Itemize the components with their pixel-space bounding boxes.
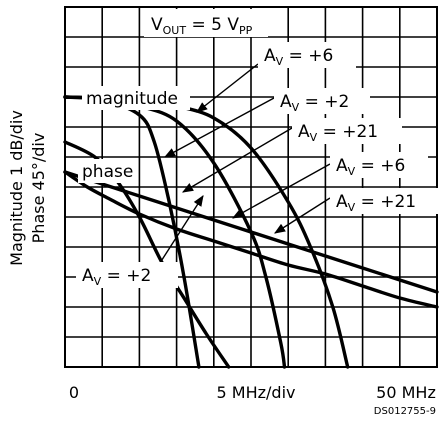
vout-label: VOUT = 5 VPP: [151, 15, 253, 37]
x-axis-label: 5 MHz/div: [217, 383, 296, 402]
gain-label-m6: AV = +6: [258, 42, 356, 68]
gain-label-p6: AV = +6: [330, 152, 428, 178]
series-magnitude-gainplus2: [63, 95, 201, 369]
leader-m2: [164, 97, 275, 158]
svg-text:magnitude: magnitude: [86, 89, 178, 109]
svg-text:AV = +6: AV = +6: [264, 46, 333, 68]
leader-lines: [157, 63, 331, 267]
series-phase-gainplus21: [63, 170, 439, 309]
leader-p2: [157, 195, 204, 267]
gain-label-m21: AV = +21: [292, 118, 402, 144]
x-tick-left: 0: [69, 383, 79, 402]
svg-text:AV = +21: AV = +21: [336, 192, 416, 214]
leader-m6: [196, 63, 259, 113]
leader-m21: [182, 127, 293, 193]
svg-text:AV = +2: AV = +2: [82, 266, 151, 288]
magnitude-label: magnitude: [82, 86, 190, 110]
leader-p6: [232, 163, 331, 219]
gain-label-m2: AV = +2: [274, 88, 370, 114]
gain-labels: AV = +6 AV = +2 AV = +21 AV = +6 AV = +21 AV …: [76, 42, 440, 288]
figure-id: DS012755-9: [374, 406, 436, 417]
phase-label: phase: [78, 159, 138, 183]
plot-frame: [64, 6, 438, 368]
series-phase-gainplus2: [63, 140, 231, 369]
y-axis-label-1: Magnitude 1 dB/div: [7, 110, 26, 266]
x-tick-right: 50 MHz: [376, 383, 436, 402]
y-axis-label-2: Phase 45°/div: [29, 133, 48, 244]
svg-text:AV = +21: AV = +21: [298, 122, 378, 144]
gain-label-p2: AV = +2: [76, 262, 178, 288]
svg-text:AV = +6: AV = +6: [336, 156, 405, 178]
svg-text:phase: phase: [82, 162, 133, 182]
svg-text:AV = +2: AV = +2: [280, 92, 349, 114]
vout-annotation: VOUT = 5 VPP: [144, 9, 268, 37]
gain-label-p21: AV = +21: [330, 188, 440, 214]
series-phase-gainplus6: [63, 170, 439, 294]
leader-p21: [274, 197, 331, 234]
